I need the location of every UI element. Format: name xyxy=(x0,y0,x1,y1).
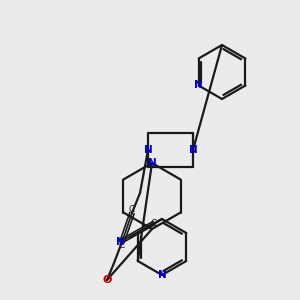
Text: N: N xyxy=(116,237,124,247)
Text: C: C xyxy=(129,206,135,214)
Text: O: O xyxy=(102,275,112,285)
Text: N: N xyxy=(148,158,156,168)
Text: C: C xyxy=(119,242,125,250)
Text: N: N xyxy=(194,80,203,91)
Text: C: C xyxy=(151,218,157,227)
Text: N: N xyxy=(189,145,197,155)
Text: N: N xyxy=(158,270,166,280)
Text: N: N xyxy=(144,145,152,155)
